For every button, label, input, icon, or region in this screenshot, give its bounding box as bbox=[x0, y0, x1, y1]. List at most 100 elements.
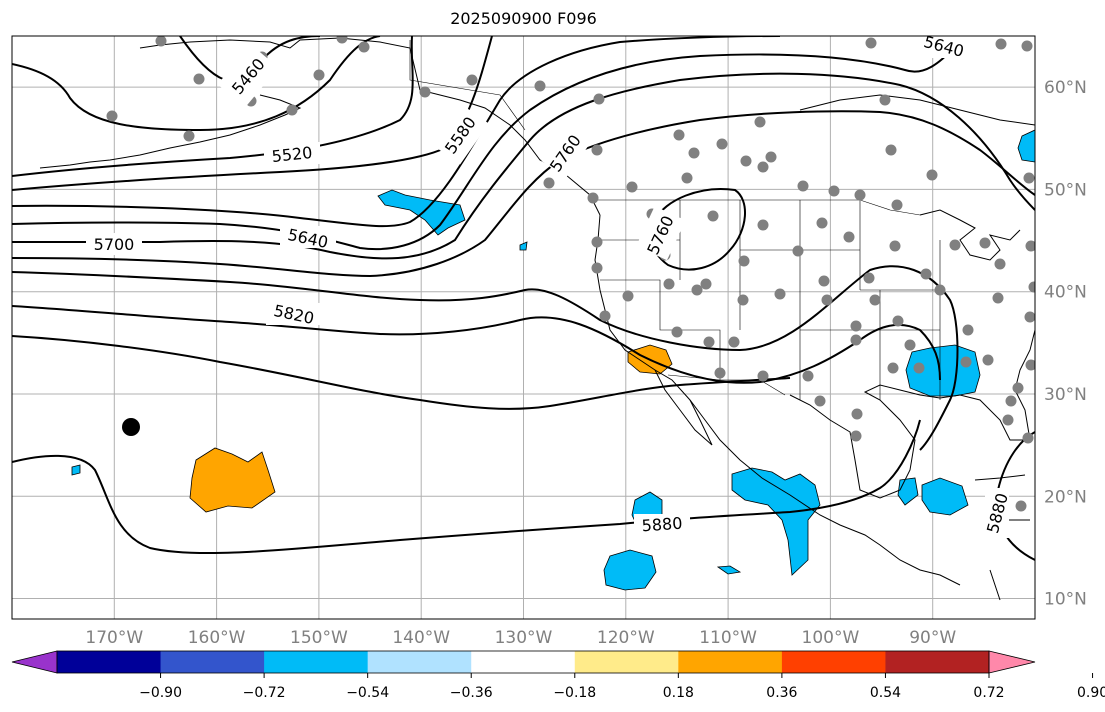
lat-tick-label: 30°N bbox=[1044, 385, 1087, 405]
lat-tick-label: 20°N bbox=[1044, 487, 1087, 507]
colorbar-segment bbox=[471, 651, 576, 673]
station-dot bbox=[707, 210, 719, 222]
colorbar-tick-label: 0.36 bbox=[766, 685, 797, 701]
station-dot bbox=[591, 236, 603, 248]
station-dot bbox=[960, 356, 972, 368]
station-dot bbox=[543, 177, 555, 189]
station-dot bbox=[818, 275, 830, 287]
lat-tick-labels: 10°N 20°N 30°N 40°N 50°N 60°N bbox=[1044, 78, 1087, 609]
shade-gulf-negative bbox=[905, 344, 981, 397]
station-dot bbox=[716, 138, 728, 150]
station-dot bbox=[797, 180, 809, 192]
station-dot bbox=[313, 69, 325, 81]
colorbar-tick-label: −0.36 bbox=[450, 685, 493, 701]
contour-5620 bbox=[12, 36, 781, 228]
station-markers bbox=[106, 36, 1035, 512]
lon-tick-label: 170°W bbox=[85, 628, 143, 648]
colorbar-tick-label: −0.54 bbox=[346, 685, 389, 701]
station-dot bbox=[1005, 395, 1017, 407]
station-dot bbox=[979, 237, 991, 249]
alaska-canada-border bbox=[409, 40, 526, 131]
station-dot bbox=[854, 189, 866, 201]
station-dot bbox=[774, 288, 786, 300]
station-dot bbox=[1021, 40, 1033, 52]
station-dot bbox=[688, 147, 700, 159]
station-dot bbox=[889, 240, 901, 252]
lat-tick-label: 50°N bbox=[1044, 180, 1087, 200]
station-dot bbox=[681, 172, 693, 184]
station-dot bbox=[1024, 311, 1035, 323]
station-dot bbox=[466, 74, 478, 86]
station-dot bbox=[419, 86, 431, 98]
station-dot bbox=[671, 326, 683, 338]
colorbar-segment bbox=[160, 651, 265, 673]
contour-5520 bbox=[12, 36, 414, 177]
height-contours bbox=[12, 36, 1035, 561]
station-dot bbox=[740, 155, 752, 167]
contour-5700 bbox=[12, 72, 1035, 260]
station-dot bbox=[622, 290, 634, 302]
west-coast bbox=[594, 214, 961, 586]
map-title: 2025090900 F096 bbox=[450, 9, 597, 28]
station-dot bbox=[691, 284, 703, 296]
lon-tick-label: 160°W bbox=[188, 628, 246, 648]
contour-label: 5880 bbox=[641, 514, 683, 536]
great-lakes bbox=[919, 209, 1021, 261]
colorbar-extend-high bbox=[988, 650, 1036, 674]
map-frame bbox=[11, 35, 1036, 620]
station-dot bbox=[754, 116, 766, 128]
station-dot bbox=[962, 324, 974, 336]
station-dot bbox=[850, 334, 862, 346]
station-dot bbox=[885, 144, 897, 156]
station-dot bbox=[863, 272, 875, 284]
station-dot bbox=[183, 130, 195, 142]
station-dot bbox=[843, 231, 855, 243]
station-dot bbox=[851, 408, 863, 420]
lon-tick-label: 100°W bbox=[802, 628, 860, 648]
station-dot bbox=[926, 169, 938, 181]
station-dot bbox=[892, 315, 904, 327]
colorbar-segment bbox=[885, 651, 990, 673]
shade-hawaii-positive bbox=[189, 447, 276, 513]
colorbar-segment bbox=[367, 651, 472, 673]
lon-tick-label: 130°W bbox=[495, 628, 553, 648]
contour-5640 bbox=[12, 36, 971, 251]
station-dot bbox=[757, 370, 769, 382]
lon-tick-label: 150°W bbox=[290, 628, 348, 648]
station-dot bbox=[591, 144, 603, 156]
lat-tick-label: 40°N bbox=[1044, 283, 1087, 303]
colorbar-tick-label: 0.18 bbox=[663, 685, 694, 701]
station-dot bbox=[358, 41, 370, 53]
shaded-regions bbox=[71, 129, 1035, 591]
station-dot bbox=[673, 129, 685, 141]
colorbar-tick-label: 0.72 bbox=[973, 685, 1004, 701]
contour-label: 5520 bbox=[271, 143, 313, 166]
colorbar-tick-labels: −0.90 −0.72 −0.54 −0.36 −0.18 0.18 0.36 0.54 0.7… bbox=[139, 673, 1105, 701]
colorbar bbox=[11, 650, 1036, 674]
coastlines bbox=[39, 37, 1035, 601]
station-dot bbox=[700, 278, 712, 290]
station-dot bbox=[814, 395, 826, 407]
colorbar-segment bbox=[781, 651, 886, 673]
station-dot bbox=[879, 94, 891, 106]
station-dot bbox=[816, 217, 828, 229]
station-dot bbox=[913, 362, 925, 374]
contour-5520-west bbox=[12, 36, 381, 132]
station-dot bbox=[587, 192, 599, 204]
contour-5820 bbox=[12, 305, 941, 384]
shade-small-pacific bbox=[71, 241, 742, 575]
colorbar-frame bbox=[56, 650, 990, 674]
station-dot bbox=[850, 430, 862, 442]
shade-mexico-negative bbox=[731, 467, 821, 576]
colorbar-tick-label: −0.72 bbox=[243, 685, 286, 701]
station-dot bbox=[1015, 500, 1027, 512]
baja bbox=[654, 369, 713, 446]
station-dot bbox=[1028, 281, 1035, 293]
colorbar-segment bbox=[57, 651, 162, 673]
station-dot bbox=[792, 245, 804, 257]
station-dot bbox=[336, 36, 348, 44]
colorbar-segment bbox=[678, 651, 783, 673]
station-dot bbox=[599, 310, 611, 322]
us-mexico-border bbox=[667, 374, 786, 396]
